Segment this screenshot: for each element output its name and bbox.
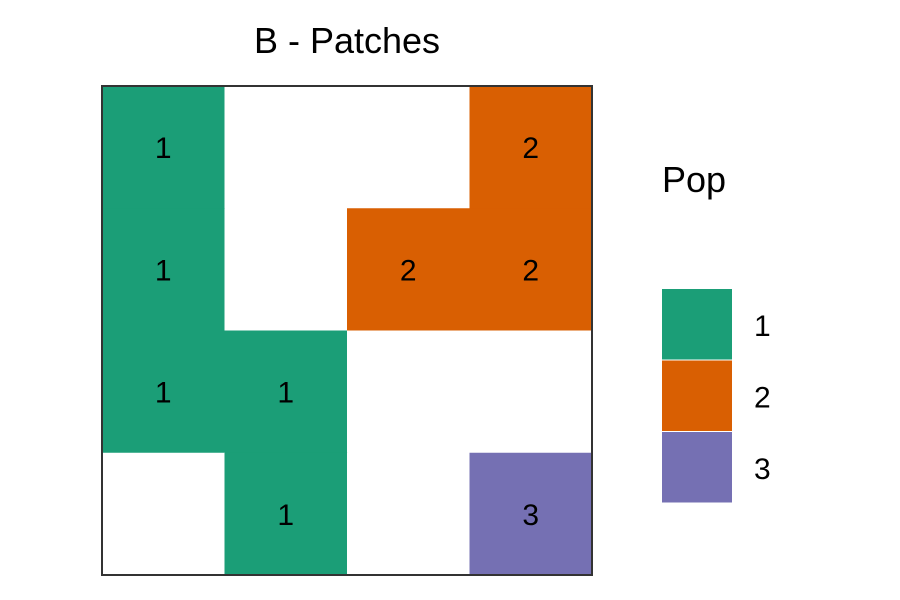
legend-swatch-2 [662, 360, 732, 431]
legend: 1 2 3 [662, 289, 771, 503]
cell-label-r4-c2: 1 [277, 499, 294, 532]
cell-label-r2-c4: 2 [522, 254, 539, 287]
heatmap-cell-r4-c1 [102, 452, 225, 576]
heatmap-grid: 1 2 1 2 2 1 1 1 3 [102, 86, 593, 576]
cell-label-r1-c4: 2 [522, 132, 539, 165]
heatmap-cell-r2-c3 [347, 208, 470, 331]
legend-swatch-1 [662, 289, 732, 360]
heatmap-cell-r3-c2 [224, 330, 348, 454]
heatmap-cell-r2-c4 [469, 208, 593, 331]
heatmap-cell-r1-c4 [469, 86, 593, 209]
legend-label-1: 1 [754, 310, 771, 343]
cell-label-r3-c1: 1 [155, 377, 172, 410]
cell-label-r2-c1: 1 [155, 254, 172, 287]
heatmap-cell-r2-c2 [224, 208, 348, 331]
heatmap-cell-r3-c3 [347, 330, 470, 454]
cell-label-r4-c4: 3 [522, 499, 539, 532]
plot-border [101, 85, 593, 576]
legend-title: Pop [662, 159, 726, 200]
legend-label-2: 2 [754, 381, 771, 414]
heatmap-cell-r1-c1 [102, 86, 225, 209]
cell-label-r3-c2: 1 [277, 377, 294, 410]
heatmap-cell-r3-c4 [469, 330, 593, 454]
heatmap-cell-r2-c1 [102, 208, 225, 331]
cell-label-r1-c1: 1 [155, 132, 172, 165]
heatmap-cell-r1-c3 [347, 86, 470, 209]
cell-label-r2-c3: 2 [400, 254, 417, 287]
legend-swatch-3 [662, 432, 732, 503]
heatmap-cell-r1-c2 [224, 86, 348, 209]
chart-title: B - Patches [254, 20, 440, 61]
heatmap-cell-r4-c4 [469, 452, 593, 576]
legend-label-3: 3 [754, 453, 771, 486]
heatmap-cell-r3-c1 [102, 330, 225, 454]
heatmap-cell-r4-c2 [224, 452, 348, 576]
heatmap-cell-r4-c3 [347, 452, 470, 576]
